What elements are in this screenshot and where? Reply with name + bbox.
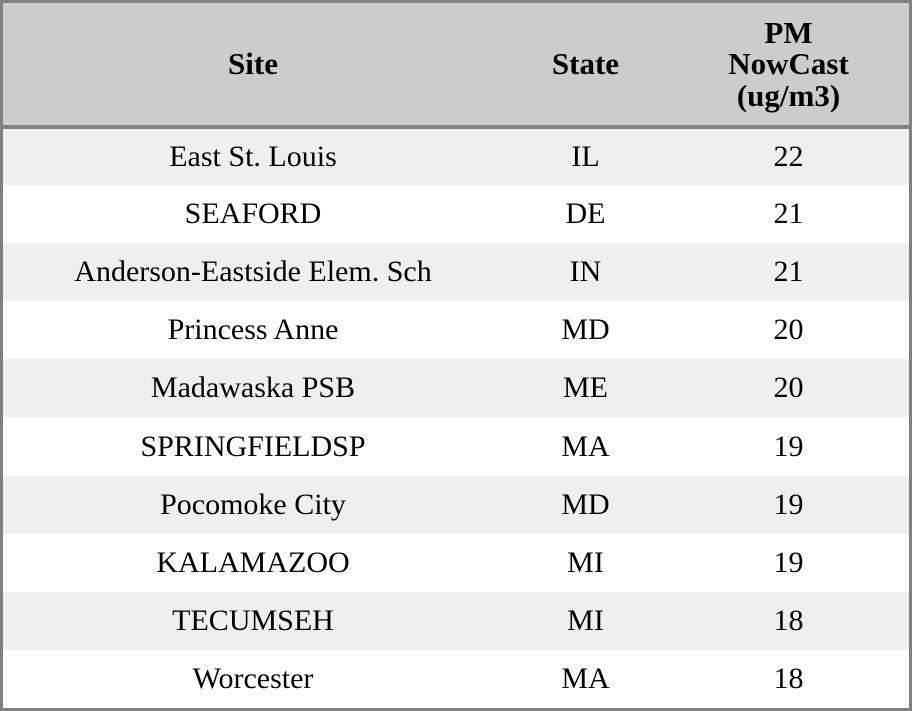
pm-nowcast-table: Site State PM NowCast (ug/m3) East St. L… xyxy=(3,3,909,708)
column-header-state[interactable]: State xyxy=(503,3,668,129)
table-row[interactable]: Anderson-Eastside Elem. Sch IN 21 xyxy=(3,243,909,302)
cell-site: Pocomoke City xyxy=(160,487,346,521)
cell-state: MA xyxy=(561,429,610,463)
column-header-pm-nowcast-line2: NowCast xyxy=(728,46,849,82)
cell-state: IL xyxy=(571,140,600,174)
cell-state: DE xyxy=(565,197,606,231)
cell-site: Princess Anne xyxy=(167,313,339,347)
table-row[interactable]: Pocomoke City MD 19 xyxy=(3,475,909,534)
cell-state: IN xyxy=(569,255,602,289)
table-row[interactable]: Worcester MA 18 xyxy=(3,649,909,708)
column-header-site[interactable]: Site xyxy=(3,3,503,129)
cell-state: MD xyxy=(561,487,610,521)
cell-state: MA xyxy=(561,661,610,695)
cell-pm-nowcast: 21 xyxy=(773,255,804,289)
cell-site: KALAMAZOO xyxy=(156,545,350,579)
cell-site: TECUMSEH xyxy=(172,603,334,637)
cell-site: Worcester xyxy=(192,661,314,695)
cell-pm-nowcast: 18 xyxy=(773,661,804,695)
table-header-row: Site State PM NowCast (ug/m3) xyxy=(3,3,909,129)
cell-site: SPRINGFIELDSP xyxy=(140,429,366,463)
table-row[interactable]: TECUMSEH MI 18 xyxy=(3,591,909,650)
cell-pm-nowcast: 22 xyxy=(773,140,804,174)
cell-state: MI xyxy=(567,603,604,637)
cell-site: SEAFORD xyxy=(184,197,322,231)
cell-state: MI xyxy=(567,545,604,579)
column-header-pm-nowcast[interactable]: PM NowCast (ug/m3) xyxy=(668,3,909,129)
column-header-pm-nowcast-line3: (ug/m3) xyxy=(736,77,841,113)
cell-state: MD xyxy=(561,313,610,347)
table-body: East St. Louis IL 22 SEAFORD DE 21 Ander… xyxy=(3,127,909,708)
table-row[interactable]: East St. Louis IL 22 xyxy=(3,127,909,186)
column-header-site-label: Site xyxy=(228,46,278,82)
cell-pm-nowcast: 19 xyxy=(773,429,804,463)
table-row[interactable]: SPRINGFIELDSP MA 19 xyxy=(3,417,909,476)
cell-pm-nowcast: 21 xyxy=(773,197,804,231)
cell-site: Madawaska PSB xyxy=(150,371,356,405)
cell-pm-nowcast: 20 xyxy=(773,371,804,405)
column-header-state-label: State xyxy=(551,46,620,82)
table-row[interactable]: SEAFORD DE 21 xyxy=(3,185,909,244)
cell-pm-nowcast: 18 xyxy=(773,603,804,637)
cell-pm-nowcast: 19 xyxy=(773,487,804,521)
cell-pm-nowcast: 20 xyxy=(773,313,804,347)
table-row[interactable]: Princess Anne MD 20 xyxy=(3,301,909,360)
cell-site: Anderson-Eastside Elem. Sch xyxy=(74,255,432,289)
column-header-pm-nowcast-line1: PM xyxy=(764,14,813,50)
table-row[interactable]: Madawaska PSB ME 20 xyxy=(3,359,909,418)
cell-site: East St. Louis xyxy=(169,140,337,174)
cell-pm-nowcast: 19 xyxy=(773,545,804,579)
table-header: Site State PM NowCast (ug/m3) xyxy=(3,3,909,129)
cell-state: ME xyxy=(563,371,608,405)
table-row[interactable]: KALAMAZOO MI 19 xyxy=(3,533,909,592)
